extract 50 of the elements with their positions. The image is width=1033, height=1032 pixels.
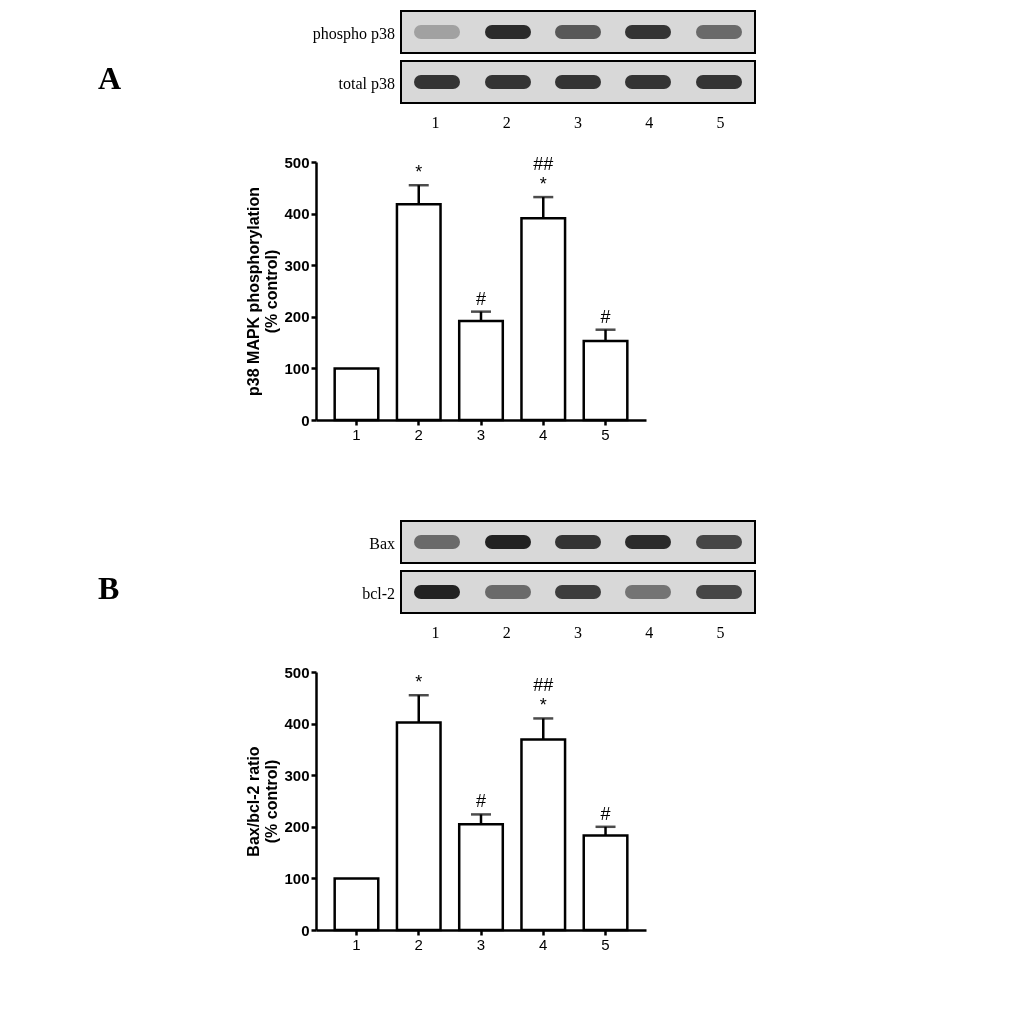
y-tick-label: 200 [284,818,310,836]
annotation: * [539,695,547,716]
category-label: 3 [574,624,582,641]
annotation: ## [533,154,554,175]
x-tick-label: 3 [476,425,486,443]
category-label: 1 [431,624,440,641]
x-tick-label: 2 [414,935,423,953]
y-tick-label: 100 [284,869,310,887]
text: A [98,60,122,97]
text: Bax [368,535,395,553]
category-label: 4 [645,114,654,131]
y-tick-label: 500 [284,663,310,681]
category-label: 3 [574,114,582,131]
y-tick-label: 500 [284,153,310,171]
category-label: 5 [716,114,725,131]
annotation: * [415,162,423,183]
category-label: 1 [431,114,440,131]
text: phospho p38 [311,25,395,43]
category-label: 5 [716,624,725,641]
x-tick-label: 3 [476,935,486,953]
category-label: 2 [502,624,511,641]
y-tick-label: 300 [284,256,310,274]
y-tick-label: 400 [284,205,310,223]
annotation: * [415,672,423,693]
x-tick-label: 1 [352,935,361,953]
x-tick-label: 4 [539,935,548,953]
y-axis-title: p38 MAPK phosphorylation (% control) [245,187,281,396]
x-tick-label: 5 [601,425,610,443]
category-label: 2 [502,114,511,131]
y-tick-label: 100 [284,359,310,377]
annotation: # [475,791,487,812]
text: B [98,570,120,607]
x-tick-label: 2 [414,425,423,443]
y-tick-label: 400 [284,715,310,733]
x-tick-label: 5 [601,935,610,953]
annotation: # [475,288,487,309]
y-axis-title: Bax/bcl-2 ratio (% control) [245,746,281,857]
y-tick-label: 300 [284,766,310,784]
text: bcl-2 [361,585,395,603]
annotation: # [600,306,611,327]
category-label: 4 [645,624,654,641]
text: total p38 [337,75,395,93]
x-tick-label: 1 [352,425,361,443]
y-tick-label: 0 [301,921,310,939]
annotation: ## [533,675,554,696]
annotation: # [600,803,611,824]
x-tick-label: 4 [539,425,548,443]
annotation: * [539,174,547,195]
y-tick-label: 0 [301,411,310,429]
y-tick-label: 200 [284,308,310,326]
